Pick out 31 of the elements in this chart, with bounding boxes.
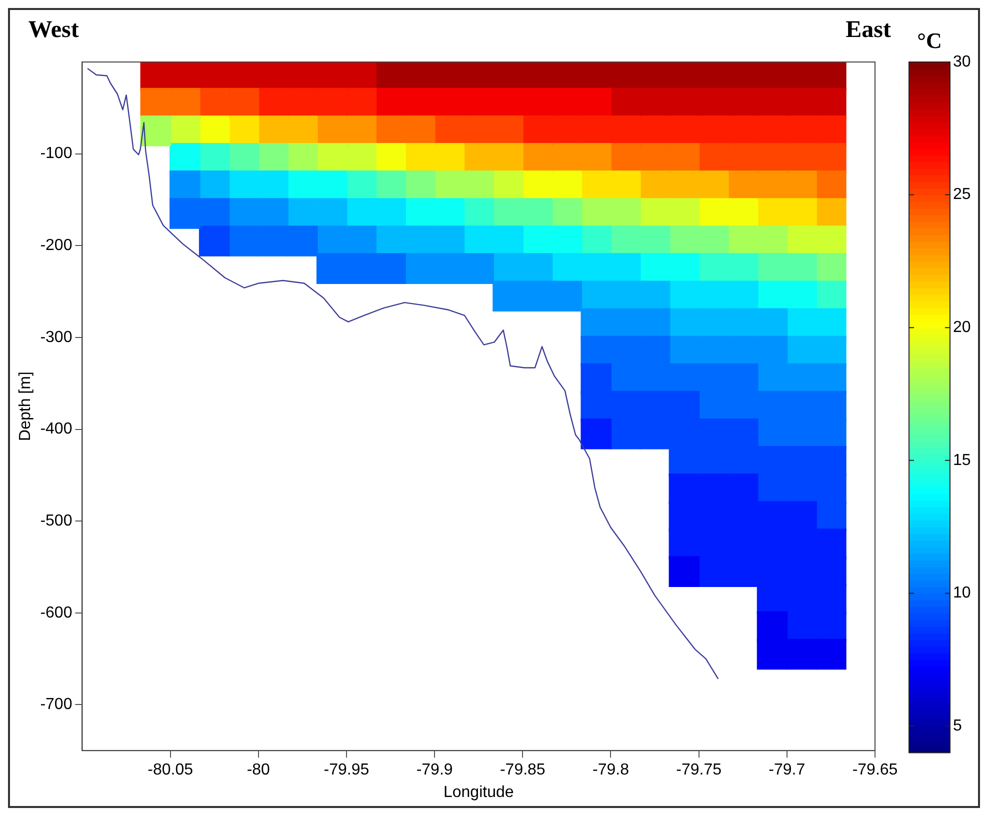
point bbox=[668, 556, 700, 587]
y-tick-label: -100 bbox=[40, 145, 72, 162]
color-bar-label: 15 bbox=[953, 452, 971, 469]
color-bar-label: 30 bbox=[953, 53, 971, 70]
x-tick-label: -80.05 bbox=[148, 762, 194, 779]
color-bar-label: 5 bbox=[953, 717, 962, 734]
x-tick-label: -80 bbox=[246, 762, 270, 779]
text: West bbox=[28, 17, 79, 43]
point bbox=[786, 638, 817, 670]
x-tick-label: -79.75 bbox=[676, 762, 722, 779]
y-tick-label: -200 bbox=[40, 237, 72, 254]
x-tick-label: -79.7 bbox=[768, 762, 806, 779]
x-tick-label: -79.8 bbox=[592, 762, 630, 779]
point bbox=[756, 638, 788, 670]
y-tick-label: -600 bbox=[40, 604, 72, 622]
y-tick-label: -500 bbox=[40, 512, 72, 530]
x-tick-label: -79.9 bbox=[416, 762, 453, 779]
y-axis-title: Depth [m] bbox=[17, 372, 34, 441]
color-bar-label: 10 bbox=[953, 584, 971, 602]
x-axis-title: Longitude bbox=[443, 784, 514, 801]
color-bar-title: °C bbox=[917, 28, 942, 53]
color-bar-label: 20 bbox=[953, 319, 971, 336]
text: East bbox=[846, 17, 892, 43]
x-tick-label: -79.85 bbox=[500, 762, 546, 779]
color-bar-label: 25 bbox=[953, 186, 971, 204]
y-tick-label: -300 bbox=[40, 328, 72, 346]
point bbox=[816, 638, 846, 670]
x-tick-label: -79.65 bbox=[852, 762, 898, 779]
y-tick-label: -400 bbox=[40, 420, 72, 438]
x-tick-label: -79.95 bbox=[324, 762, 370, 779]
y-tick-label: -700 bbox=[40, 696, 72, 714]
